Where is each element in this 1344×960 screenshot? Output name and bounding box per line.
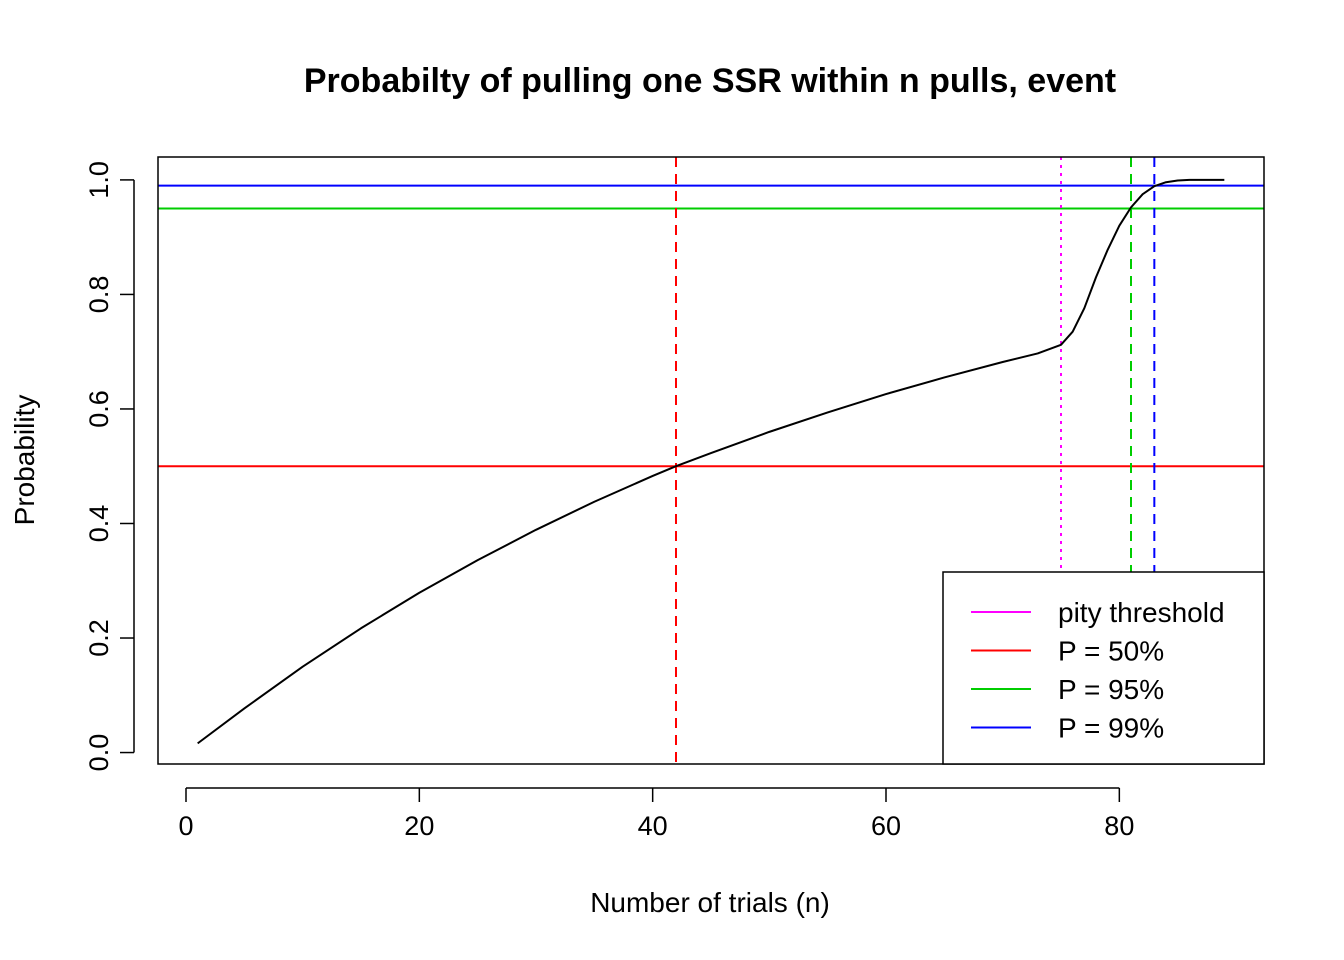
x-tick-label: 0 (178, 811, 193, 841)
y-tick-label: 0.4 (84, 505, 114, 543)
legend-label: P = 99% (1058, 713, 1164, 744)
y-tick-label: 0.8 (84, 276, 114, 314)
y-tick-label: 1.0 (84, 161, 114, 199)
legend-label: P = 95% (1058, 674, 1164, 705)
legend-label: P = 50% (1058, 636, 1164, 667)
x-tick-label: 20 (404, 811, 434, 841)
legend-box (942, 571, 1265, 765)
legend: pity threshold P = 50% P = 95% P = 99% (942, 571, 1265, 765)
y-tick-label: 0.6 (84, 390, 114, 428)
legend-label: pity threshold (1058, 597, 1225, 628)
axes: 0 20 40 60 80 0.0 0.2 0.4 0.6 0.8 1.0 (84, 161, 1134, 841)
y-tick-label: 0.0 (84, 734, 114, 772)
x-axis-label: Number of trials (n) (590, 887, 830, 918)
x-tick-label: 80 (1104, 811, 1134, 841)
x-tick-label: 40 (638, 811, 668, 841)
plot-frame (157, 156, 1265, 765)
y-tick-label: 0.2 (84, 619, 114, 657)
x-tick-label: 60 (871, 811, 901, 841)
series-line-0 (197, 178, 1225, 745)
y-axis-label: Probability (9, 395, 40, 526)
chart-title: Probabilty of pulling one SSR within n p… (304, 62, 1116, 100)
